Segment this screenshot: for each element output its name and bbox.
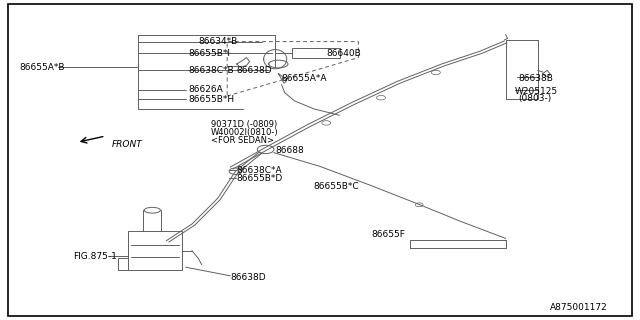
Bar [128,231,182,270]
Text: 86655B*D: 86655B*D [237,174,283,183]
Text: 86655B*H: 86655B*H [189,95,235,104]
Text: 86688: 86688 [275,146,304,155]
Text: 86638D: 86638D [230,273,266,282]
Circle shape [257,145,274,154]
Text: 86634*B: 86634*B [198,37,237,46]
Circle shape [431,70,440,75]
Bar [292,48,340,58]
Circle shape [415,203,423,207]
Text: FRONT: FRONT [112,140,143,149]
Text: W40002I(0810-): W40002I(0810-) [211,128,279,137]
Text: 86655A*A: 86655A*A [282,74,327,83]
Circle shape [376,95,385,100]
Text: 86638B: 86638B [518,74,553,83]
Text: 86655B*C: 86655B*C [314,182,359,191]
Text: (0803-): (0803-) [518,94,552,103]
Text: 86638D: 86638D [237,66,273,75]
Text: 86626A: 86626A [189,85,223,94]
Text: 86640B: 86640B [326,49,361,58]
Text: 86655F: 86655F [371,230,405,239]
Text: W205125: W205125 [515,87,558,96]
Text: FIG.875-1: FIG.875-1 [74,252,118,261]
Text: 86655B*I: 86655B*I [189,49,231,58]
Bar [118,258,128,270]
Text: 86638C*B: 86638C*B [189,66,234,75]
Text: <FOR SEDAN>: <FOR SEDAN> [211,136,274,145]
Text: A875001172: A875001172 [550,303,608,312]
Circle shape [229,168,242,174]
Ellipse shape [144,207,161,213]
Text: 90371D (-0809): 90371D (-0809) [211,120,278,129]
Text: 86655A*B: 86655A*B [19,63,65,72]
Text: 86638C*A: 86638C*A [237,166,282,175]
Bar [143,210,161,231]
Circle shape [322,121,331,125]
